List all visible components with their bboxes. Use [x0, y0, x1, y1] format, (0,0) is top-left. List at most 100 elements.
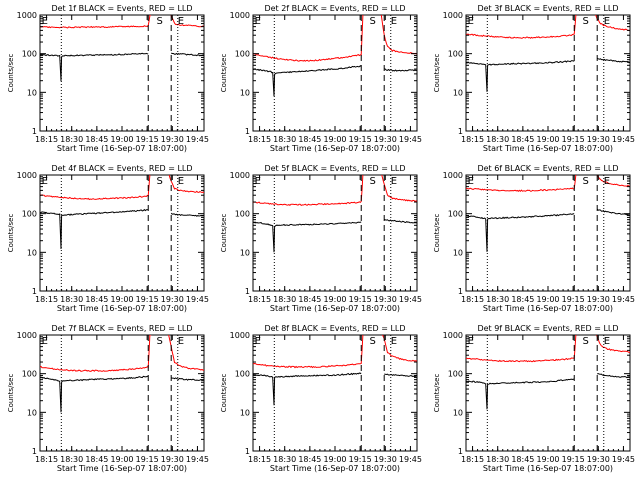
plot-frame [39, 14, 205, 132]
plot-frame [465, 14, 631, 132]
x-tick-label: 19:45 [186, 135, 209, 144]
x-tick-label: 19:45 [186, 455, 209, 464]
x-tick-label: 19:15 [136, 455, 159, 464]
x-axis-label: Start Time (16-Sep-07 18:07:00) [483, 304, 613, 313]
events-line-segment-1 [40, 208, 149, 250]
chart-title: Det 2f BLACK = Events, RED = LLD [264, 4, 405, 13]
x-tick-label: 18:45 [298, 135, 321, 144]
plot-frame [39, 174, 205, 292]
x-tick-label: 19:00 [110, 295, 133, 304]
period-marker: S [156, 336, 162, 347]
x-tick-label: 18:45 [511, 295, 534, 304]
x-tick-label: 18:30 [60, 295, 83, 304]
plot-frame [465, 174, 631, 292]
x-tick-label: 18:30 [273, 135, 296, 144]
plot-frame [39, 334, 205, 452]
period-marker: S [582, 16, 588, 27]
y-tick-label: 100 [22, 210, 37, 219]
y-tick-label: 1 [245, 127, 250, 136]
period-marker: S [582, 336, 588, 347]
period-marker: E [255, 176, 261, 187]
y-tick-label: 1 [32, 127, 37, 136]
plot-frame [252, 334, 418, 452]
x-tick-label: 19:15 [562, 135, 585, 144]
chart-title: Det 3f BLACK = Events, RED = LLD [477, 4, 618, 13]
x-tick-label: 19:00 [536, 295, 559, 304]
x-tick-label: 19:00 [536, 455, 559, 464]
lld-line-segment-1 [40, 175, 151, 201]
period-marker: E [255, 336, 261, 347]
x-tick-label: 19:00 [110, 135, 133, 144]
y-axis-label: Counts/sec [7, 54, 15, 93]
y-axis-label: Counts/sec [220, 374, 228, 413]
events-line-segment-1 [466, 213, 575, 252]
x-tick-label: 19:30 [374, 295, 397, 304]
x-tick-label: 19:00 [323, 135, 346, 144]
period-marker: E [178, 16, 184, 27]
events-line-segment-2 [383, 218, 417, 224]
events-line-segment-2 [384, 373, 417, 378]
period-marker: E [468, 176, 474, 187]
y-tick-label: 100 [22, 50, 37, 59]
events-line-segment-2 [597, 58, 630, 64]
series-group [466, 335, 630, 410]
y-axis-label: Counts/sec [433, 374, 441, 413]
y-tick-label: 100 [235, 50, 250, 59]
y-tick-label: 100 [448, 50, 463, 59]
y-tick-label: 1 [245, 287, 250, 296]
chart-title: Det 6f BLACK = Events, RED = LLD [477, 164, 618, 173]
y-tick-label: 1000 [17, 331, 37, 340]
x-tick-label: 19:30 [374, 135, 397, 144]
x-tick-label: 19:15 [562, 455, 585, 464]
x-tick-label: 19:15 [136, 295, 159, 304]
x-tick-label: 19:45 [399, 295, 422, 304]
y-tick-label: 100 [448, 370, 463, 379]
x-tick-label: 18:30 [486, 295, 509, 304]
x-tick-label: 18:15 [35, 455, 58, 464]
chart-title: Det 9f BLACK = Events, RED = LLD [477, 324, 618, 333]
y-tick-label: 1000 [230, 331, 250, 340]
period-marker: E [604, 176, 610, 187]
plot-frame [465, 334, 631, 452]
x-tick-label: 19:15 [349, 135, 372, 144]
x-axis-label: Start Time (16-Sep-07 18:07:00) [57, 304, 187, 313]
x-tick-label: 18:45 [298, 455, 321, 464]
x-tick-label: 19:00 [323, 295, 346, 304]
lld-line-segment-2 [596, 175, 630, 187]
lld-line-segment-1 [253, 335, 364, 369]
period-marker: E [42, 336, 48, 347]
x-tick-label: 19:15 [562, 295, 585, 304]
y-tick-label: 1 [458, 447, 463, 456]
lld-line-segment-1 [466, 15, 577, 39]
x-tick-label: 18:15 [461, 135, 484, 144]
y-tick-label: 100 [22, 370, 37, 379]
y-axis-label: Counts/sec [7, 214, 15, 253]
x-tick-label: 18:15 [248, 295, 271, 304]
x-tick-label: 18:30 [486, 455, 509, 464]
period-marker: E [178, 336, 184, 347]
lld-line-segment-2 [168, 335, 204, 371]
x-tick-label: 18:30 [486, 135, 509, 144]
x-tick-label: 19:15 [349, 455, 372, 464]
period-marker: E [178, 176, 184, 187]
y-axis-label: Counts/sec [220, 214, 228, 253]
y-tick-label: 100 [235, 210, 250, 219]
x-tick-label: 18:15 [248, 135, 271, 144]
lld-line-segment-2 [168, 175, 204, 194]
period-marker: E [391, 16, 397, 27]
x-axis-label: Start Time (16-Sep-07 18:07:00) [57, 144, 187, 153]
x-tick-label: 18:45 [511, 135, 534, 144]
x-tick-label: 19:30 [161, 295, 184, 304]
y-tick-label: 1000 [443, 331, 463, 340]
plot-frame [252, 174, 418, 292]
x-axis-label: Start Time (16-Sep-07 18:07:00) [270, 144, 400, 153]
x-tick-label: 18:45 [511, 455, 534, 464]
y-tick-label: 1000 [230, 171, 250, 180]
x-tick-label: 19:30 [161, 135, 184, 144]
x-tick-label: 19:30 [161, 455, 184, 464]
x-tick-label: 18:30 [60, 135, 83, 144]
